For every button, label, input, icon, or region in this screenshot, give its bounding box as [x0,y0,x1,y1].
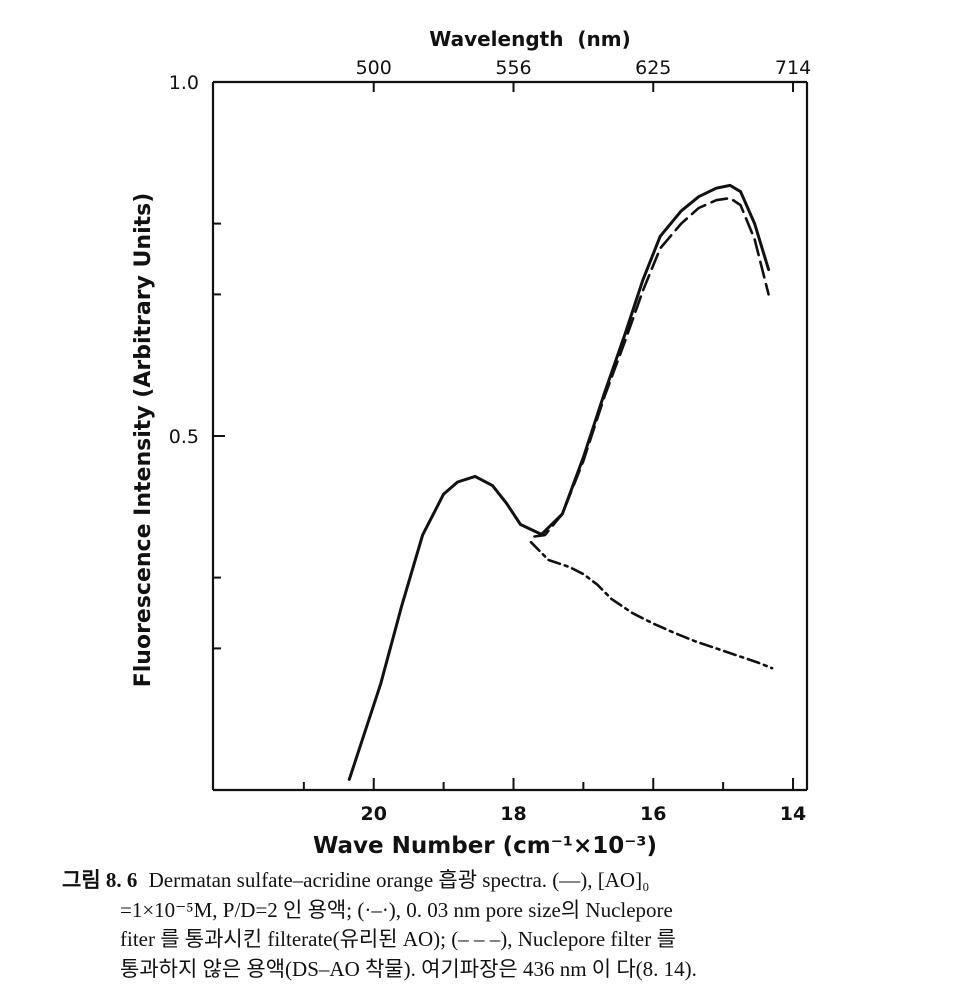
caption-text-1: Dermatan sulfate–acridine orange 흡광 spec… [148,868,650,892]
x-tick-label: 14 [780,803,806,825]
x-tick-label: 16 [640,803,666,825]
caption-line-1: 그림 8. 6 Dermatan sulfate–acridine orange… [62,866,942,896]
y-tick-label: 0.5 [169,426,199,448]
y-axis-label: Fluorescence Intensity (Arbitrary Units) [131,193,156,688]
x-tick-label: 18 [500,803,526,825]
series-layer [347,183,774,781]
top-tick-label: 500 [356,57,392,79]
caption-line-3: fiter 를 통과시킨 filterate(유리된 AO); (– – –),… [120,927,676,951]
series-line-dashdot [529,540,774,670]
top-tick-label: 556 [495,57,531,79]
fluorescence-chart: Wavelength (nm) Fluorescence Intensity (… [131,27,811,859]
top-axis-label: Wavelength (nm) [429,27,631,51]
caption-line-2: =1×10⁻⁵M, P/D=2 인 용액; (·–·), 0. 03 nm po… [120,897,673,922]
top-tick-label: 625 [635,57,671,79]
series-line-solid [347,183,771,781]
figure-label: 그림 8. 6 [62,868,138,892]
caption-line-4: 통과하지 않은 용액(DS–AO 착물). 여기파장은 436 nm 이 다(8… [120,956,697,981]
x-axis-label: Wave Number (cm⁻¹×10⁻³) [313,833,657,859]
figure-caption: 그림 8. 6 Dermatan sulfate–acridine orange… [62,866,942,984]
y-tick-label: 1.0 [169,72,199,94]
series-line-dashed [533,196,770,538]
x-tick-label: 20 [361,803,387,825]
tick-layer: 20 18 16 14 1.0 0.5 500 556 625 714 [169,57,811,825]
top-tick-label: 714 [775,57,811,79]
